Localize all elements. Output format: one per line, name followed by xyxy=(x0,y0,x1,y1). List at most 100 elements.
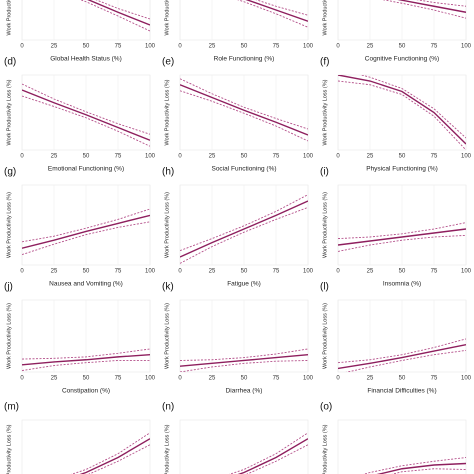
y-axis-title: Work Productivity Loss (%) xyxy=(164,424,170,474)
x-axis-title: Role Functioning (%) xyxy=(214,56,275,63)
ci-line xyxy=(338,234,466,252)
ci-line xyxy=(22,360,150,372)
lines xyxy=(70,432,150,474)
panel: 0 25 50 75 100 Work Productivity Loss (%) Inso… xyxy=(320,167,472,288)
panel: 0 25 50 75 100 Work Productivity Loss (%) Cons… xyxy=(4,282,156,395)
x-tick-label: 0 xyxy=(336,154,340,160)
ci-line xyxy=(180,78,308,130)
ci-line xyxy=(338,338,466,364)
fit-line xyxy=(338,343,466,370)
panel-label: (o) xyxy=(320,402,332,413)
x-axis-title: Financial Difficulties (%) xyxy=(367,388,436,395)
panel: 0 25 50 75 100 Work Productivity Loss (%) Role… xyxy=(164,0,314,63)
ci-line xyxy=(237,0,308,28)
lines xyxy=(180,348,308,372)
x-tick-label: 75 xyxy=(431,269,438,275)
ci-line xyxy=(382,0,466,19)
lines xyxy=(237,0,308,28)
x-tick-label: 50 xyxy=(83,44,90,50)
x-tick-label: 75 xyxy=(115,376,122,382)
x-tick-label: 100 xyxy=(303,376,314,382)
x-tick-label: 50 xyxy=(241,376,248,382)
panel-label: (e) xyxy=(162,57,174,68)
x-tick-label: 100 xyxy=(303,154,314,160)
fit-line xyxy=(245,0,308,22)
x-tick-label: 75 xyxy=(115,44,122,50)
x-axis-title: Global Health Status (%) xyxy=(50,56,122,63)
plot-area xyxy=(337,419,467,474)
x-axis-title: Nausea and Vomiting (%) xyxy=(49,281,123,288)
panel-label: (i) xyxy=(320,167,329,178)
panel-label: (j) xyxy=(4,282,13,293)
panel-label: (l) xyxy=(320,282,329,293)
x-tick-label: 25 xyxy=(209,44,216,50)
x-tick-label: 25 xyxy=(209,376,216,382)
x-tick-label: 75 xyxy=(115,154,122,160)
fit-line xyxy=(79,438,150,474)
ci-line xyxy=(359,75,466,139)
x-tick-label: 75 xyxy=(431,44,438,50)
x-tick-label: 25 xyxy=(51,376,58,382)
x-tick-label: 0 xyxy=(20,44,24,50)
fit-line xyxy=(338,75,466,145)
x-tick-label: 50 xyxy=(83,376,90,382)
panel: 0 25 50 75 100 Work Productivity Loss (%) Cogn… xyxy=(322,0,472,63)
x-tick-label: 100 xyxy=(303,44,314,50)
panel: 0 25 50 75 100 Work Productivity Loss (%) Phys… xyxy=(320,57,472,173)
ci-line xyxy=(80,0,150,32)
lines xyxy=(22,208,150,256)
x-tick-label: 25 xyxy=(209,154,216,160)
x-tick-label: 75 xyxy=(431,376,438,382)
ci-line xyxy=(22,208,150,243)
x-tick-label: 100 xyxy=(461,154,472,160)
x-tick-label: 0 xyxy=(20,376,24,382)
panel: 0 25 50 75 100 Work Productivity Loss (%) Glob… xyxy=(6,0,156,63)
y-axis-title: Work Productivity Loss (%) xyxy=(164,192,170,258)
panel: 0 25 50 75 100 Work Productivity Loss (%) Soci… xyxy=(162,57,314,173)
fit-line xyxy=(397,0,466,13)
ci-line xyxy=(338,222,466,240)
x-tick-label: 50 xyxy=(241,269,248,275)
x-tick-label: 25 xyxy=(367,154,374,160)
x-tick-label: 100 xyxy=(461,376,472,382)
y-axis-title: Work Productivity Loss (%) xyxy=(322,192,328,258)
x-tick-label: 50 xyxy=(241,154,248,160)
lines xyxy=(180,78,308,142)
panel: 0 25 50 75 100 Work Productivity Loss (%) Fati… xyxy=(162,167,314,288)
ci-line xyxy=(255,0,308,16)
y-axis-title: Work Productivity Loss (%) xyxy=(6,303,12,369)
x-axis-title: Diarrhea (%) xyxy=(226,388,263,395)
lines xyxy=(80,0,150,32)
panel-label: (n) xyxy=(162,402,174,413)
y-axis-title: Work Productivity Loss (%) xyxy=(6,192,12,258)
x-tick-label: 100 xyxy=(461,269,472,275)
fit-line xyxy=(22,214,150,249)
y-axis-title: Work Productivity Loss (%) xyxy=(322,303,328,369)
y-axis-title: Work Productivity Loss (%) xyxy=(6,424,12,474)
fit-line xyxy=(237,438,308,474)
lines xyxy=(338,222,466,252)
ci-line xyxy=(22,221,150,256)
x-tick-label: 0 xyxy=(178,154,182,160)
ci-line xyxy=(180,360,308,372)
x-axis-title: Social Functioning (%) xyxy=(211,166,276,173)
ci-line xyxy=(95,0,150,20)
y-axis-title: Work Productivity Loss (%) xyxy=(6,79,12,145)
x-tick-label: 0 xyxy=(178,44,182,50)
panel: 0 25 50 75 100 Work Productivity Loss (%) Emot… xyxy=(4,57,156,173)
x-tick-label: 75 xyxy=(115,269,122,275)
x-tick-label: 25 xyxy=(51,44,58,50)
x-tick-label: 25 xyxy=(51,154,58,160)
y-axis-title: Work Productivity Loss (%) xyxy=(322,0,328,35)
ci-line xyxy=(22,348,150,360)
x-tick-label: 0 xyxy=(336,269,340,275)
x-tick-label: 75 xyxy=(273,154,280,160)
panel: Work Productivity Loss (%) (o) xyxy=(320,402,467,474)
y-axis-title: Work Productivity Loss (%) xyxy=(322,424,328,474)
panel: 0 25 50 75 100 Work Productivity Loss (%) Diar… xyxy=(162,282,314,395)
x-tick-label: 25 xyxy=(51,269,58,275)
lines xyxy=(363,457,466,474)
x-tick-label: 0 xyxy=(20,269,24,275)
ci-line xyxy=(363,457,466,474)
